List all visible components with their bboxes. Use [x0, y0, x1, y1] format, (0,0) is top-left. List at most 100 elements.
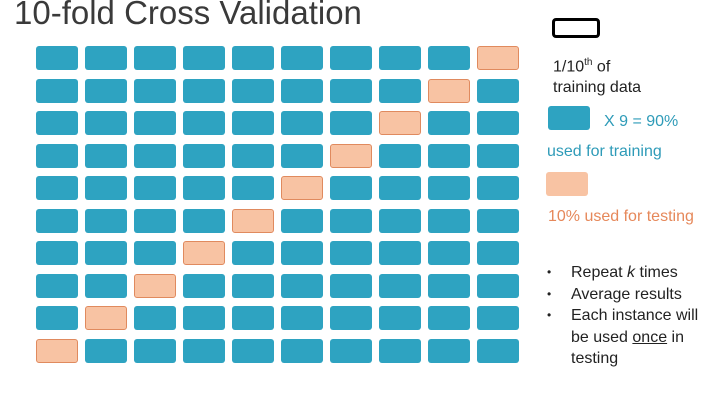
- bullet-item: • Repeat k times: [547, 262, 716, 284]
- train-fold-cell: [85, 46, 127, 70]
- fold-label-suffix: of: [592, 58, 611, 76]
- train-fold-cell: [36, 241, 78, 265]
- train-fold-cell: [183, 111, 225, 135]
- train-fold-cell: [330, 78, 372, 103]
- fold-label-sup: th: [584, 57, 593, 68]
- bullet-dot-icon: •: [547, 286, 552, 301]
- fold-legend-label: 1/10th of training data: [553, 52, 641, 98]
- train-fold-cell: [232, 338, 274, 363]
- fold-label-prefix: 1/10: [553, 58, 585, 76]
- train-fold-cell: [330, 338, 372, 363]
- fold-legend-box: [552, 18, 600, 38]
- train-fold-cell: [330, 46, 372, 70]
- train-fold-cell: [428, 143, 470, 168]
- train-fold-cell: [477, 143, 519, 168]
- train-fold-cell: [36, 306, 78, 330]
- train-fold-cell: [134, 241, 176, 265]
- train-fold-cell: [134, 111, 176, 135]
- train-fold-cell: [379, 46, 421, 70]
- train-fold-cell: [428, 241, 470, 265]
- train-fold-cell: [281, 241, 323, 265]
- test-fold-cell: [183, 241, 225, 265]
- train-fold-cell: [330, 306, 372, 330]
- train-fold-cell: [183, 273, 225, 298]
- train-fold-cell: [281, 46, 323, 70]
- train-fold-cell: [477, 306, 519, 330]
- train-fold-cell: [379, 78, 421, 103]
- train-fold-cell: [183, 338, 225, 363]
- train-fold-cell: [477, 273, 519, 298]
- train-fold-cell: [330, 111, 372, 135]
- train-fold-cell: [477, 338, 519, 363]
- train-fold-cell: [85, 273, 127, 298]
- train-fold-cell: [134, 46, 176, 70]
- bullet-1-em: k: [627, 264, 636, 281]
- train-fold-cell: [85, 78, 127, 103]
- train-fold-cell: [330, 273, 372, 298]
- bullet-1-pre: Repeat: [571, 264, 628, 281]
- train-fold-cell: [281, 143, 323, 168]
- train-fold-cell: [232, 143, 274, 168]
- train-fold-cell: [134, 208, 176, 233]
- bullet-2-text: Average results: [571, 285, 682, 303]
- test-fold-cell: [379, 111, 421, 135]
- train-fold-cell: [477, 241, 519, 265]
- train-fold-cell: [379, 241, 421, 265]
- test-fold-cell: [85, 306, 127, 330]
- train-fold-cell: [379, 338, 421, 363]
- test-label: 10% used for testing: [548, 208, 694, 225]
- bullet-3-pre: Each instance will be used: [571, 307, 699, 346]
- train-fold-cell: [183, 306, 225, 330]
- train-fold-cell: [379, 306, 421, 330]
- train-label: used for training: [547, 143, 662, 160]
- test-swatch: [546, 172, 588, 196]
- bullet-item: • Average results: [547, 284, 716, 306]
- train-fold-cell: [281, 338, 323, 363]
- test-fold-cell: [477, 46, 519, 70]
- train-fold-cell: [232, 111, 274, 135]
- train-fold-cell: [36, 143, 78, 168]
- train-fold-cell: [36, 273, 78, 298]
- train-fold-cell: [183, 208, 225, 233]
- test-fold-cell: [281, 176, 323, 200]
- test-fold-cell: [134, 273, 176, 298]
- bullet-dot-icon: •: [547, 265, 552, 279]
- train-fold-cell: [232, 273, 274, 298]
- train-fold-cell: [281, 208, 323, 233]
- bullet-list: • Repeat k times • Average results • Each i…: [547, 262, 716, 370]
- test-fold-cell: [232, 208, 274, 233]
- train-fold-cell: [477, 208, 519, 233]
- train-fold-cell: [36, 111, 78, 135]
- train-fold-cell: [85, 176, 127, 200]
- train-fold-cell: [379, 176, 421, 200]
- train-fold-cell: [428, 176, 470, 200]
- train-fold-cell: [232, 46, 274, 70]
- train-fold-cell: [379, 273, 421, 298]
- train-fold-cell: [232, 78, 274, 103]
- train-fold-cell: [379, 143, 421, 168]
- train-fold-cell: [379, 208, 421, 233]
- train-fold-cell: [428, 338, 470, 363]
- train-fold-cell: [232, 306, 274, 330]
- test-fold-cell: [428, 78, 470, 103]
- train-fold-cell: [134, 306, 176, 330]
- train-fold-cell: [183, 143, 225, 168]
- train-fold-cell: [36, 176, 78, 200]
- train-fold-cell: [85, 338, 127, 363]
- test-fold-cell: [36, 338, 78, 363]
- train-fold-cell: [330, 241, 372, 265]
- slide-title: 10-fold Cross Validation: [14, 0, 362, 31]
- train-fold-cell: [183, 78, 225, 103]
- train-fold-cell: [85, 241, 127, 265]
- train-fold-cell: [428, 306, 470, 330]
- train-fold-cell: [428, 208, 470, 233]
- train-fold-cell: [36, 46, 78, 70]
- train-fold-cell: [85, 111, 127, 135]
- fold-label-line2: training data: [553, 79, 642, 97]
- train-fold-cell: [183, 176, 225, 200]
- train-fold-cell: [183, 46, 225, 70]
- train-fold-cell: [85, 208, 127, 233]
- train-fold-cell: [232, 176, 274, 200]
- bullet-3-underline: once: [632, 328, 668, 346]
- train-fold-cell: [330, 208, 372, 233]
